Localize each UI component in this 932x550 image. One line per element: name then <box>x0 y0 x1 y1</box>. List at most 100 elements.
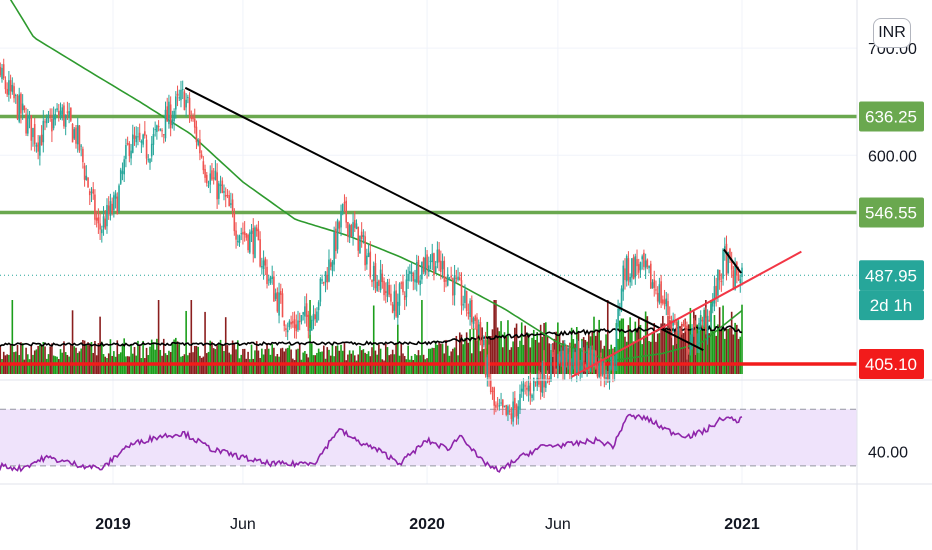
candle-body <box>228 195 230 207</box>
candle-body <box>169 104 172 129</box>
candle-body <box>598 360 600 378</box>
volume-bar <box>679 326 681 374</box>
candle-body <box>663 299 666 305</box>
candle-body <box>49 116 51 118</box>
candle-body <box>677 326 680 334</box>
candle-body <box>460 280 463 306</box>
volume-bar <box>142 340 144 374</box>
candle-body <box>264 258 267 266</box>
volume-bar <box>197 346 199 374</box>
candle-body <box>207 185 210 187</box>
candle-body <box>341 203 344 212</box>
candle-body <box>589 347 592 372</box>
candle-body <box>464 289 466 303</box>
volume-bar <box>130 344 132 374</box>
candle-body <box>505 404 508 415</box>
volume-bar <box>190 300 193 374</box>
volume-bar <box>94 340 96 374</box>
candle-body <box>323 281 325 284</box>
candle-body <box>372 265 375 282</box>
candle-body <box>402 281 404 293</box>
volume-bar <box>672 345 674 374</box>
volume-bar <box>557 322 559 374</box>
candle-body <box>269 277 272 283</box>
currency-badge[interactable]: INR <box>873 18 911 48</box>
candle-body <box>30 115 33 141</box>
volume-bar <box>39 344 41 374</box>
candle-body <box>262 260 265 269</box>
volume-bar <box>433 347 435 374</box>
candle-body <box>104 218 107 229</box>
candle-body <box>739 279 742 284</box>
volume-bar <box>51 343 53 374</box>
time-axis-label: 2020 <box>409 516 445 533</box>
candle-body <box>266 266 268 284</box>
candle-body <box>426 254 428 269</box>
candle-body <box>144 131 146 136</box>
candle-body <box>212 177 215 179</box>
candle-body <box>476 317 478 335</box>
candle-body <box>59 110 62 116</box>
volume-bar <box>348 350 351 374</box>
candle-body <box>440 260 442 272</box>
candle-body <box>699 319 702 325</box>
candle-body <box>601 360 604 375</box>
candle-body <box>553 354 556 368</box>
candle-body <box>620 288 623 311</box>
candle-body <box>569 351 571 375</box>
volume-bar <box>636 328 638 374</box>
candle-body <box>574 352 576 376</box>
volume-bar <box>703 309 705 374</box>
candle-body <box>335 228 337 252</box>
candle-body <box>173 110 175 122</box>
candle-body <box>417 260 420 283</box>
candle-body <box>543 360 545 388</box>
volume-bar <box>273 347 275 374</box>
candle-body <box>421 261 423 280</box>
volume-bar <box>531 337 533 374</box>
candle-body <box>605 377 607 380</box>
last-price-tag-label: 487.95 <box>865 266 917 285</box>
candle-body <box>520 388 523 392</box>
candle-body <box>126 143 129 145</box>
candle-body <box>488 353 490 378</box>
candle-body <box>88 191 91 196</box>
volume-bar <box>57 359 60 374</box>
volume-bar <box>627 325 630 374</box>
candle-body <box>507 406 509 415</box>
candle-body <box>529 382 532 396</box>
candle-body <box>348 225 351 238</box>
volume-bar <box>508 349 511 374</box>
volume-bar <box>405 359 408 374</box>
price-moving-average <box>9 0 743 362</box>
candle-body <box>95 217 98 221</box>
candle-body <box>123 159 125 175</box>
candle-body <box>698 322 700 346</box>
volume-bar <box>620 318 623 374</box>
volume-bar <box>35 349 38 374</box>
volume-bar <box>42 342 45 374</box>
candle-body <box>274 293 277 299</box>
volume-bar <box>708 333 711 374</box>
volume-bar <box>101 341 103 374</box>
volume-bar <box>82 339 84 374</box>
volume-bar <box>336 345 339 374</box>
candle-body <box>80 145 82 147</box>
candle-body <box>359 235 361 254</box>
volume-bar <box>412 359 415 374</box>
candle-body <box>111 203 113 213</box>
candle-body <box>445 279 447 282</box>
volume-bar <box>28 359 31 374</box>
candle-body <box>558 356 561 361</box>
candle-body <box>649 263 652 289</box>
candle-body <box>453 275 456 296</box>
candle-body <box>612 358 614 375</box>
candle-body <box>471 300 473 323</box>
candle-body <box>545 381 547 388</box>
volume-bar <box>507 320 509 374</box>
volume-bar <box>426 358 428 374</box>
candle-body <box>512 401 514 422</box>
volume-bar <box>722 305 724 374</box>
